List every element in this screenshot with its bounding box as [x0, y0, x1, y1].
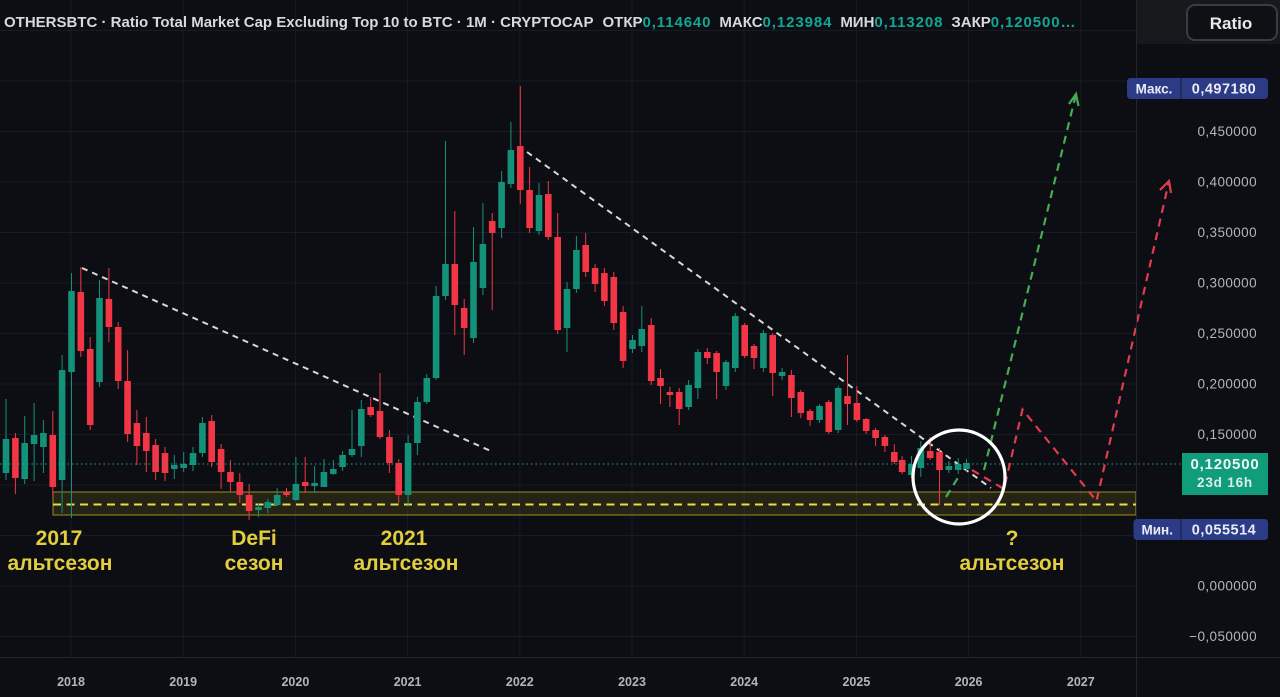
svg-text:23d 16h: 23d 16h — [1197, 475, 1253, 490]
svg-text:2022: 2022 — [506, 675, 534, 689]
svg-text:альтсезон: альтсезон — [960, 552, 1065, 575]
svg-text:2019: 2019 — [169, 675, 197, 689]
svg-text:2026: 2026 — [955, 675, 983, 689]
svg-text:0,450000: 0,450000 — [1197, 124, 1257, 139]
svg-text:−0,050000: −0,050000 — [1189, 629, 1257, 644]
svg-text:0,350000: 0,350000 — [1197, 225, 1257, 240]
svg-text:альтсезон: альтсезон — [8, 552, 113, 575]
svg-text:0,250000: 0,250000 — [1197, 326, 1257, 341]
svg-text:Ratio: Ratio — [1210, 14, 1253, 33]
svg-text:2021: 2021 — [394, 675, 422, 689]
svg-text:2025: 2025 — [842, 675, 870, 689]
svg-text:сезон: сезон — [225, 552, 284, 575]
svg-text:2024: 2024 — [730, 675, 758, 689]
svg-text:0,300000: 0,300000 — [1197, 276, 1257, 291]
svg-text:?: ? — [1006, 527, 1019, 550]
svg-text:0,400000: 0,400000 — [1197, 175, 1257, 190]
svg-text:OTHERSBTC · Ratio Total Market: OTHERSBTC · Ratio Total Market Cap Exclu… — [4, 14, 1076, 31]
svg-text:2027: 2027 — [1067, 675, 1095, 689]
svg-text:2023: 2023 — [618, 675, 646, 689]
svg-text:2017: 2017 — [36, 527, 83, 550]
svg-text:0,055514: 0,055514 — [1192, 523, 1256, 539]
svg-text:0,150000: 0,150000 — [1197, 427, 1257, 442]
svg-text:0,497180: 0,497180 — [1192, 82, 1256, 98]
svg-text:альтсезон: альтсезон — [354, 552, 459, 575]
svg-text:2021: 2021 — [381, 527, 428, 550]
svg-text:0,000000: 0,000000 — [1197, 579, 1257, 594]
svg-text:0,120500: 0,120500 — [1191, 456, 1260, 473]
svg-text:DeFi: DeFi — [231, 527, 277, 550]
svg-text:Макс.: Макс. — [1136, 82, 1173, 97]
svg-text:2018: 2018 — [57, 675, 85, 689]
svg-text:2020: 2020 — [281, 675, 309, 689]
svg-text:0,200000: 0,200000 — [1197, 377, 1257, 392]
svg-text:Мин.: Мин. — [1142, 523, 1173, 538]
